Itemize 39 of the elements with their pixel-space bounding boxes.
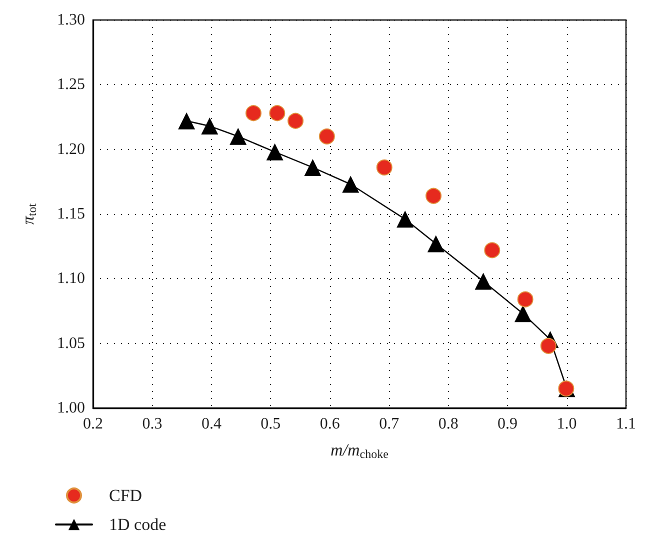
x-tick-label: 1.0 <box>556 416 577 432</box>
point <box>342 176 360 193</box>
point <box>201 118 218 135</box>
y-tick-label: 1.10 <box>57 270 85 288</box>
point <box>540 338 556 354</box>
point <box>517 291 534 308</box>
point <box>514 305 532 322</box>
point <box>376 159 392 176</box>
point <box>230 128 247 145</box>
point <box>396 210 414 228</box>
y-tick-label: 1.15 <box>57 206 85 222</box>
point <box>484 242 500 258</box>
y-tick-label: 1.00 <box>57 400 85 416</box>
x-tick-label: 0.2 <box>83 416 103 432</box>
point <box>474 272 492 290</box>
point <box>318 128 335 144</box>
point <box>269 105 286 122</box>
legend-label: CFD <box>109 486 142 505</box>
y-tick-label: 1.20 <box>57 140 85 158</box>
point <box>304 158 322 176</box>
point <box>246 105 262 122</box>
x-tick-label: 0.7 <box>379 416 400 432</box>
x-tick-label: 0.6 <box>320 416 340 432</box>
y-axis-title: πtot <box>18 202 39 225</box>
point <box>426 188 442 204</box>
x-tick-label: 0.3 <box>142 416 162 432</box>
y-tick-label: 1.05 <box>57 334 85 352</box>
point <box>266 143 284 160</box>
x-tick-label: 1.1 <box>616 416 636 432</box>
y-tick-label: 1.30 <box>57 12 85 28</box>
y-tick-label: 1.25 <box>57 76 85 94</box>
point <box>427 235 444 252</box>
x-tick-label: 0.4 <box>201 416 222 432</box>
x-tick-label: 0.9 <box>498 416 518 432</box>
legend-label: 1D code <box>109 515 166 534</box>
x-tick-label: 0.5 <box>260 416 281 432</box>
x-tick-label: 0.8 <box>438 416 458 432</box>
point <box>178 112 196 130</box>
point <box>288 112 304 129</box>
